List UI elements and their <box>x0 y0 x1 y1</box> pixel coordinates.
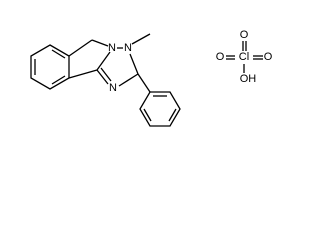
atom-label: N <box>124 42 132 54</box>
atom-label: O <box>240 29 249 41</box>
atom-label: O <box>264 51 273 63</box>
methyl-bond <box>131 33 151 45</box>
atom-label: Cl <box>239 51 249 63</box>
bond <box>68 39 93 57</box>
phenyl-ring <box>139 91 181 127</box>
double-bond <box>168 108 177 122</box>
double-bond <box>100 67 112 82</box>
bond <box>129 53 139 75</box>
atom-label: N <box>109 82 117 94</box>
structure-diagram: N N N O O Cl O OH <box>30 29 273 127</box>
atom-label: N <box>108 42 116 54</box>
bond <box>96 69 109 85</box>
bond <box>91 39 109 47</box>
double-bond <box>51 75 66 85</box>
benzene-ring <box>30 44 70 90</box>
double-bond <box>51 49 66 59</box>
bond <box>96 51 111 71</box>
atom-label: O <box>216 51 225 63</box>
bond <box>68 69 98 79</box>
bond <box>118 73 139 87</box>
atom-label: OH <box>240 73 257 85</box>
bond <box>137 73 151 93</box>
double-bond <box>143 108 152 122</box>
